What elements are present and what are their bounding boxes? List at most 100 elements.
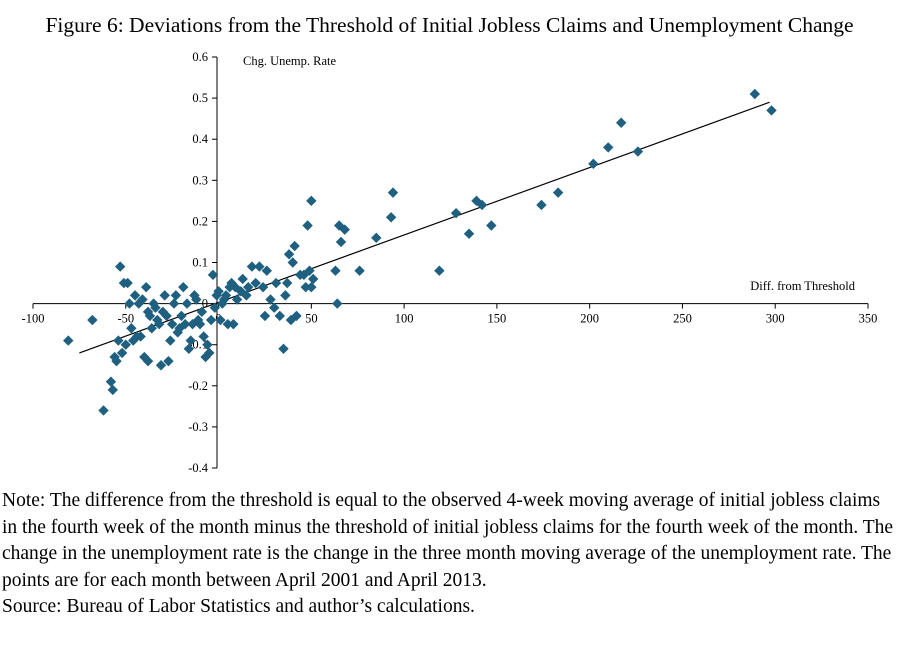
data-point <box>176 310 187 322</box>
x-tick-label: 200 <box>580 312 599 326</box>
data-point <box>476 199 488 211</box>
figure-note: Note: The difference from the threshold … <box>2 490 894 591</box>
data-point <box>146 323 157 334</box>
data-point <box>304 265 315 276</box>
data-point <box>161 310 172 322</box>
data-point <box>215 314 226 326</box>
data-point <box>385 212 397 223</box>
data-point <box>387 187 399 198</box>
data-point <box>265 294 276 305</box>
y-tick-label: 0.4 <box>192 132 208 146</box>
x-tick-label: 50 <box>305 312 318 326</box>
data-point <box>163 355 174 367</box>
y-tick-label: 0 <box>202 297 208 311</box>
y-tick-label: 0.6 <box>192 50 208 64</box>
data-point <box>126 323 137 334</box>
x-tick-label: 300 <box>766 312 785 326</box>
data-point <box>250 277 261 289</box>
data-point <box>269 302 280 313</box>
data-point <box>307 273 319 285</box>
data-point <box>107 384 118 396</box>
data-point <box>166 318 178 330</box>
data-point <box>63 335 74 346</box>
data-point <box>196 306 208 318</box>
data-point <box>274 310 285 322</box>
data-point <box>159 290 170 301</box>
data-point <box>124 298 135 309</box>
data-point <box>213 286 224 297</box>
data-point <box>194 318 206 330</box>
data-point <box>198 331 209 342</box>
data-point <box>302 220 313 231</box>
y-tick-label: 0.5 <box>192 91 208 105</box>
data-point <box>330 265 341 276</box>
y-tick-label: 0.2 <box>192 214 208 228</box>
x-axis-label: Diff. from Threshold <box>750 279 855 293</box>
data-point <box>270 277 282 289</box>
data-point <box>354 265 365 276</box>
data-point <box>207 269 219 281</box>
data-point <box>122 277 133 289</box>
y-tick-label: -0.3 <box>188 420 208 434</box>
figure-source: Source: Bureau of Labor Statistics and a… <box>2 596 475 617</box>
data-point <box>185 335 196 346</box>
data-point <box>205 314 217 326</box>
data-point <box>231 294 243 305</box>
data-point <box>536 199 547 211</box>
data-point <box>300 281 311 293</box>
data-point <box>153 318 165 330</box>
data-point <box>170 290 182 301</box>
chart-axes <box>32 56 869 469</box>
data-point <box>181 298 193 309</box>
data-point <box>237 273 248 285</box>
data-point <box>434 265 445 276</box>
data-point <box>259 310 271 322</box>
y-tick-labels: -0.4-0.3-0.2-0.100.10.20.30.40.50.6 <box>188 50 209 475</box>
data-point <box>339 224 350 235</box>
data-point <box>113 335 124 346</box>
data-point <box>287 257 298 268</box>
data-point <box>588 158 599 170</box>
figure-title: Figure 6: Deviations from the Threshold … <box>45 13 854 37</box>
data-point <box>335 236 347 248</box>
data-point <box>105 376 117 387</box>
data-point <box>168 298 180 309</box>
data-point <box>220 290 232 301</box>
data-point <box>552 187 564 198</box>
y-tick-label: 0.3 <box>192 173 208 187</box>
data-point <box>282 277 293 289</box>
data-point <box>280 290 291 301</box>
data-point <box>217 298 228 309</box>
data-point <box>178 281 189 293</box>
data-point <box>332 298 343 309</box>
data-point <box>120 339 131 350</box>
notes-section: Note: The difference from the threshold … <box>2 488 897 621</box>
data-point <box>450 207 462 219</box>
trend-line <box>79 101 770 354</box>
y-tick-label: -0.4 <box>188 461 209 475</box>
data-point <box>183 343 195 355</box>
data-point <box>616 117 627 128</box>
data-point <box>133 298 144 309</box>
y-tick-label: -0.2 <box>188 379 208 393</box>
y-tick-label: 0.1 <box>192 256 208 270</box>
data-point <box>766 105 777 116</box>
data-point <box>137 294 148 305</box>
data-point <box>257 281 269 293</box>
data-point <box>150 302 161 313</box>
x-tick-label: 350 <box>859 312 878 326</box>
data-point <box>632 146 644 157</box>
x-tick-label: 150 <box>488 312 507 326</box>
data-points <box>63 88 777 416</box>
data-point <box>228 318 239 330</box>
data-point <box>289 240 300 252</box>
data-point <box>111 355 122 367</box>
data-point <box>144 310 156 322</box>
data-point <box>241 290 252 301</box>
x-tick-label: -50 <box>117 312 134 326</box>
data-point <box>463 228 475 239</box>
data-point <box>306 195 317 207</box>
data-point <box>306 281 317 293</box>
data-point <box>87 314 98 326</box>
data-point <box>261 265 272 276</box>
